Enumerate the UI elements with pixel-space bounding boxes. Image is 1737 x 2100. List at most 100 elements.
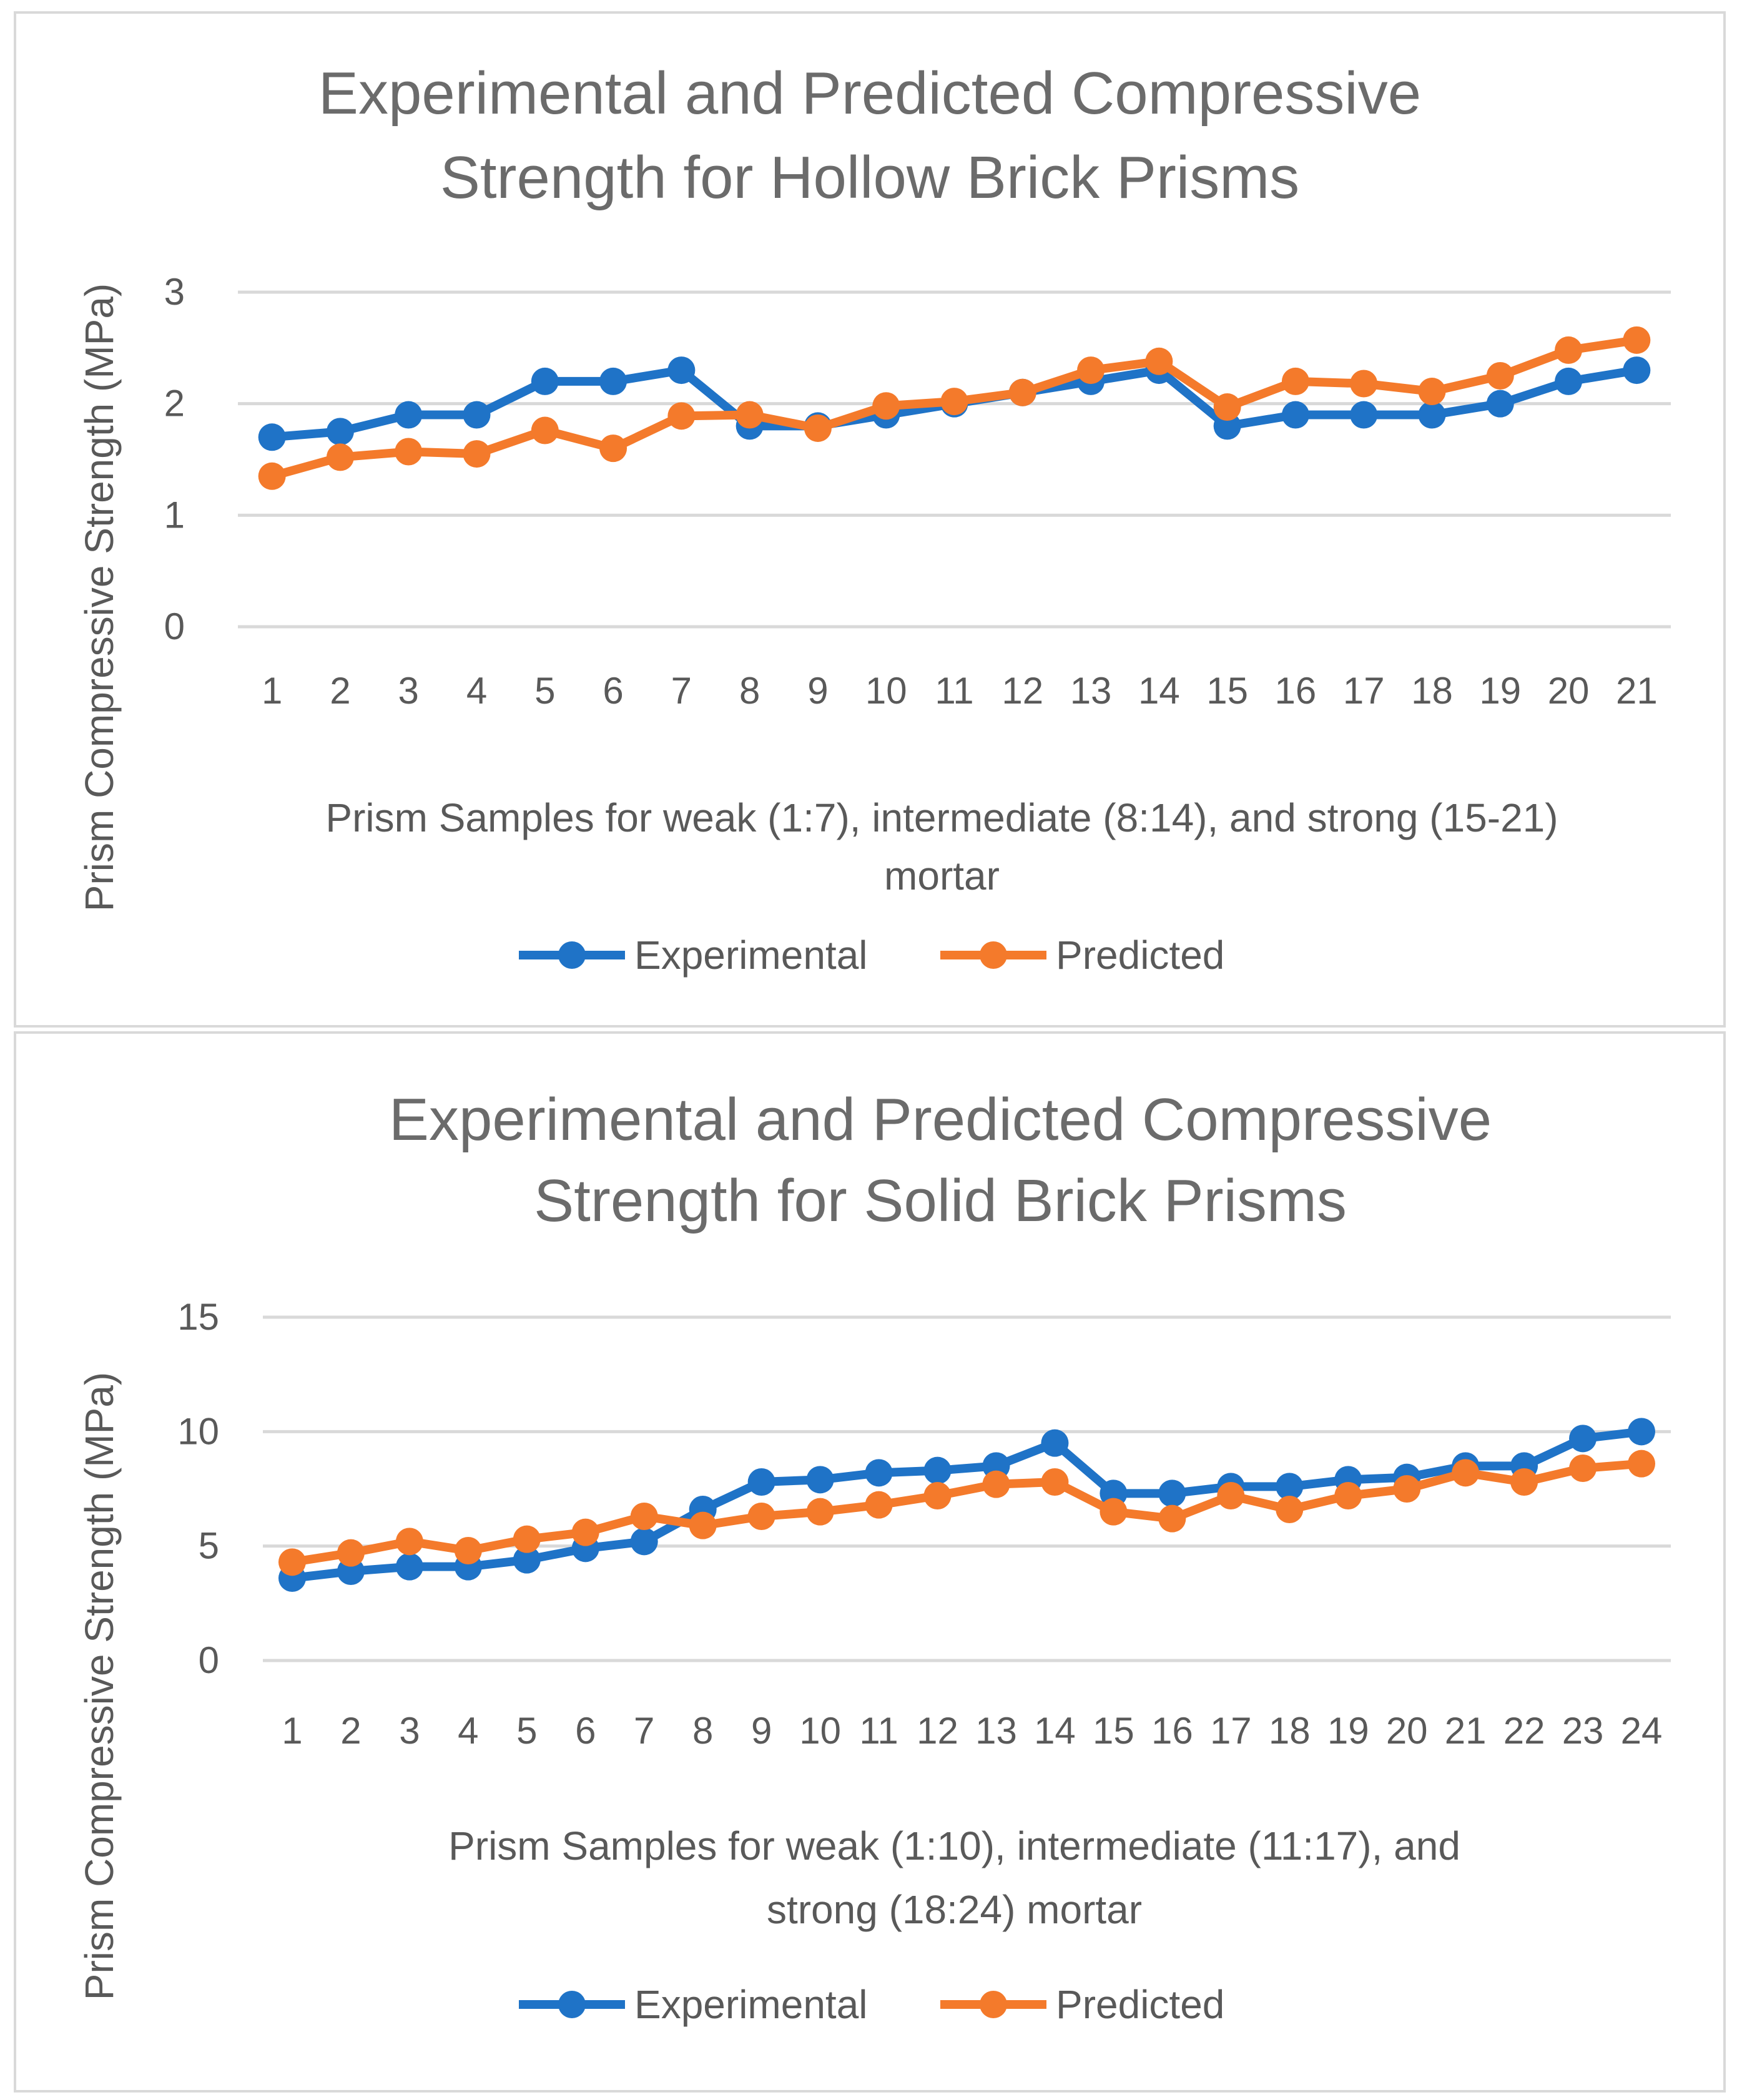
data-point-predicted [1145,347,1173,375]
data-point-predicted [736,401,764,429]
data-point-predicted [1452,1459,1480,1487]
data-point-predicted [395,1528,423,1556]
data-point-predicted [1555,336,1583,364]
x-tick-label: 4 [458,1710,478,1752]
data-point-experimental [1158,1479,1186,1508]
x-tick-label: 9 [751,1710,772,1752]
data-point-predicted [513,1525,541,1553]
data-point-experimental [1213,412,1241,440]
data-point-experimental [1555,367,1583,395]
x-tick-label: 11 [859,1710,898,1752]
data-point-predicted [630,1503,658,1530]
data-point-predicted [747,1503,775,1530]
x-tick-label: 20 [1386,1710,1428,1752]
series-line-experimental [287,1427,1646,1582]
data-point-predicted [1041,1468,1069,1496]
x-tick-label: 2 [330,670,350,712]
x-tick-label: 10 [865,670,907,712]
data-point-predicted [278,1548,306,1576]
data-point-predicted [872,392,900,420]
hollow-brick-chart: Experimental and Predicted Compressive St… [77,60,1671,978]
data-point-experimental [1350,401,1378,429]
data-point-experimental [806,1466,834,1494]
data-point-experimental [747,1468,775,1496]
data-point-predicted [258,462,286,490]
data-point-experimental [463,401,491,429]
data-point-experimental [1623,356,1651,385]
x-tick-label: 17 [1343,670,1385,712]
data-point-predicted [982,1470,1010,1498]
data-point-predicted [337,1539,365,1567]
x-tick-label: 22 [1503,1710,1545,1752]
x-tick-label: 12 [917,1710,958,1752]
x-tick-label: 11 [935,670,973,712]
y-tick-label: 0 [164,606,185,647]
y-tick-label: 15 [177,1296,219,1338]
y-tick-label: 3 [164,271,185,313]
data-point-predicted [463,440,491,468]
data-point-predicted [326,443,354,471]
x-tick-label: 1 [282,1710,302,1752]
data-point-predicted [1393,1475,1421,1503]
chart-title-line: Experimental and Predicted Compressive [318,60,1421,127]
x-tick-label: 6 [575,1710,596,1752]
x-tick-label: 15 [1093,1710,1134,1752]
data-point-predicted [1510,1468,1538,1496]
x-tick-label: 7 [671,670,692,712]
data-point-predicted [1628,1450,1656,1478]
x-axis-label: Prism Samples for weak (1:10), intermedi… [448,1823,1460,1868]
data-point-experimental [258,423,286,451]
data-point-experimental [865,1459,893,1487]
y-tick-label: 0 [199,1639,219,1681]
data-point-experimental [1276,1473,1304,1501]
x-tick-label: 14 [1034,1710,1076,1752]
data-point-predicted [667,402,696,430]
data-point-predicted [1623,326,1651,354]
x-tick-label: 3 [398,670,419,712]
data-point-experimental [513,1546,541,1574]
data-point-experimental [395,401,423,429]
data-point-predicted [1486,362,1514,390]
data-point-predicted [865,1491,893,1519]
x-tick-label: 16 [1151,1710,1193,1752]
x-tick-label: 8 [739,670,760,712]
data-point-experimental [1418,401,1446,429]
data-point-experimental [1628,1418,1656,1446]
y-tick-label: 5 [199,1525,219,1567]
x-tick-label: 4 [466,670,487,712]
chart-title-line: Strength for Solid Brick Prisms [534,1167,1347,1234]
x-tick-label: 15 [1206,670,1248,712]
x-tick-label: 16 [1275,670,1317,712]
data-point-predicted [1276,1496,1304,1523]
data-point-predicted [1100,1498,1128,1526]
x-tick-label: 8 [692,1710,713,1752]
chart-title-line: Strength for Hollow Brick Prisms [440,144,1299,211]
data-point-predicted [571,1518,599,1546]
data-point-predicted [1350,370,1378,398]
y-axis-label: Prism Compressive Strength (MPa) [77,283,122,911]
data-point-predicted [1334,1482,1362,1509]
y-tick-label: 10 [177,1410,219,1452]
solid-brick-chart: Experimental and Predicted Compressive St… [77,1086,1671,2027]
data-point-experimental [326,418,354,446]
data-point-experimental [599,367,627,395]
legend-marker-experimental [558,1991,586,2018]
x-axis-label: Prism Samples for weak (1:7), intermedia… [325,795,1558,840]
legend-label-experimental: Experimental [634,1982,868,2027]
data-point-predicted [689,1511,717,1539]
y-tick-label: 2 [164,383,185,424]
data-point-predicted [531,416,559,444]
data-point-experimental [395,1553,423,1581]
data-point-experimental [667,356,696,385]
data-point-predicted [1281,367,1309,395]
x-tick-label: 24 [1621,1710,1663,1752]
data-point-experimental [531,367,559,395]
data-point-predicted [599,434,627,463]
solid-brick-chart-panel: Experimental and Predicted Compressive St… [14,1031,1726,2093]
data-point-experimental [923,1456,952,1484]
x-tick-label: 2 [340,1710,361,1752]
data-point-predicted [1213,393,1241,421]
data-point-predicted [1217,1482,1245,1509]
x-tick-label: 7 [634,1710,654,1752]
x-axis-label: strong (18:24) mortar [767,1887,1142,1932]
